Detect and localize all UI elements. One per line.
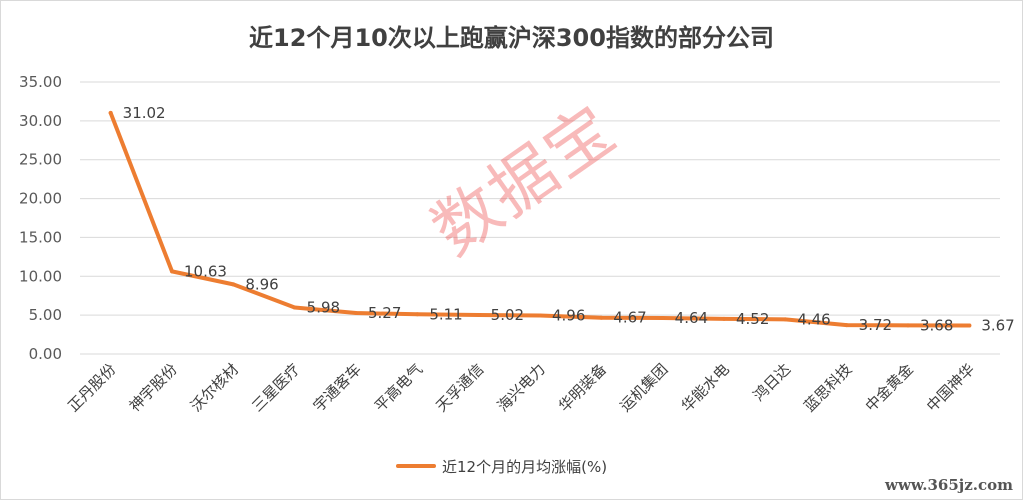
chart-title: 近12个月10次以上跑赢沪深300指数的部分公司: [249, 24, 774, 52]
data-point: [538, 313, 542, 318]
x-category-label: 蓝思科技: [800, 360, 855, 415]
data-point: [844, 323, 849, 328]
data-point: [660, 315, 665, 320]
x-category-label: 宇通客车: [310, 360, 365, 415]
data-label: 10.63: [184, 262, 227, 280]
data-label: 3.72: [859, 316, 892, 334]
data-point: [967, 323, 972, 328]
data-label: 4.46: [797, 310, 830, 328]
x-category-label: 天孚通信: [432, 360, 487, 415]
x-category-label: 正丹股份: [64, 360, 119, 415]
data-point: [415, 312, 420, 317]
y-tick-label: 20.00: [19, 190, 62, 208]
data-point: [783, 317, 788, 322]
data-point: [170, 269, 174, 274]
legend-line-swatch: [396, 464, 436, 468]
data-point: [231, 282, 236, 287]
y-tick-label: 35.00: [19, 73, 62, 91]
data-point: [599, 315, 604, 320]
data-label: 5.27: [368, 304, 401, 322]
data-point: [292, 305, 297, 310]
legend-label: 近12个月的月均涨幅(%): [442, 457, 608, 476]
data-label: 3.68: [920, 316, 953, 334]
x-category-label: 华能水电: [678, 360, 733, 415]
y-tick-label: 15.00: [19, 228, 62, 246]
site-watermark: www.365jz.com: [885, 476, 1013, 494]
data-label: 8.96: [245, 275, 278, 293]
x-category-label: 鸿日达: [750, 360, 795, 405]
x-category-label: 运机集团: [616, 360, 671, 415]
x-category-label: 神宇股份: [126, 360, 181, 415]
x-category-label: 中金黄金: [862, 360, 917, 415]
y-tick-label: 30.00: [19, 112, 62, 130]
data-label: 4.67: [613, 309, 646, 327]
y-tick-label: 0.00: [29, 345, 62, 363]
x-category-label: 中国神华: [923, 360, 978, 415]
data-point: [906, 323, 910, 328]
x-category-label: 三星医疗: [248, 360, 303, 415]
data-label: 5.02: [491, 306, 524, 324]
data-label: 3.67: [981, 316, 1014, 334]
data-label: 4.64: [675, 309, 708, 327]
data-point: [108, 110, 113, 115]
y-tick-label: 5.00: [29, 306, 62, 324]
data-label: 31.02: [123, 104, 166, 122]
x-category-label: 沃尔核材: [187, 360, 242, 415]
data-point: [722, 316, 726, 321]
data-point: [476, 312, 481, 317]
y-tick-label: 25.00: [19, 151, 62, 169]
x-category-label: 海兴电力: [494, 360, 549, 415]
y-tick-label: 10.00: [19, 267, 62, 285]
data-point: [354, 311, 358, 316]
data-label: 4.52: [736, 310, 769, 328]
x-category-label: 平高电气: [371, 360, 426, 415]
data-label: 5.11: [429, 305, 462, 323]
x-category-label: 华明装备: [555, 360, 610, 415]
data-label: 5.98: [307, 299, 340, 317]
legend: 近12个月的月均涨幅(%): [396, 456, 607, 476]
data-label: 4.96: [552, 306, 585, 324]
